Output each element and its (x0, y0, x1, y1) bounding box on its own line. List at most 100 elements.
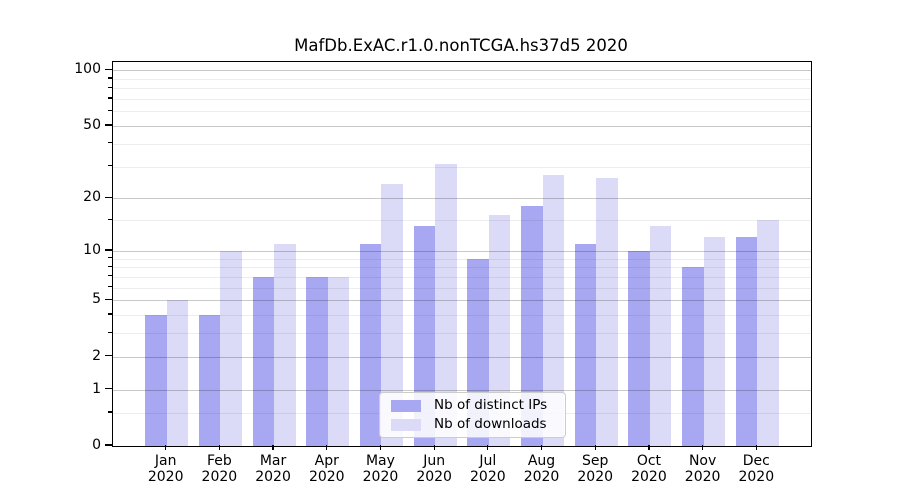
x-tick-month-may: May (365, 453, 395, 469)
y-tick-label-0: 0 (92, 437, 101, 453)
legend-item-ips: Nb of distinct IPs (391, 398, 565, 413)
y-minor-tick-mark-4 (108, 313, 112, 315)
gridline-minor-9 (113, 258, 811, 260)
legend-label-ips: Nb of distinct IPs (434, 397, 548, 413)
x-tick-month-aug: Aug (527, 453, 556, 469)
x-tick-label-mar: Mar 2020 (245, 453, 301, 485)
bar-downloads-may (381, 184, 403, 446)
y-tick-label-2: 2 (92, 347, 101, 364)
bar-downloads-sep (596, 177, 618, 446)
bar-ips-jan (145, 315, 167, 446)
x-tick-year-sep: 2020 (577, 469, 614, 485)
bar-ips-mar (252, 276, 275, 446)
gridline-major-100 (113, 70, 811, 72)
x-tick-label-jan: Jan 2020 (138, 453, 194, 485)
x-tick-label-may: May 2020 (352, 453, 408, 485)
legend-item-downloads: Nb of downloads (391, 417, 565, 432)
x-tick-label-jul: Jul 2020 (460, 453, 516, 485)
y-minor-tick-mark-15 (108, 218, 112, 220)
x-tick-month-oct: Oct (636, 453, 662, 469)
bar-downloads-feb (220, 250, 242, 446)
y-tick-mark-0 (105, 444, 112, 446)
x-tick-label-oct: Oct 2020 (621, 453, 677, 485)
x-tick-year-apr: 2020 (308, 469, 345, 485)
gridline-major-20 (113, 198, 811, 200)
x-tick-month-nov: Nov (688, 453, 717, 469)
x-tick-month-dec: Dec (742, 453, 770, 469)
y-tick-label-10: 10 (83, 241, 101, 258)
x-tick-mark-jun (433, 445, 435, 450)
bar-ips-dec (735, 237, 758, 446)
x-tick-mark-sep (594, 445, 596, 450)
x-tick-month-jul: Jul (479, 453, 497, 469)
gridline-minor-4 (113, 315, 811, 317)
gridline-minor-8 (113, 267, 811, 269)
x-tick-year-aug: 2020 (523, 469, 560, 485)
x-tick-month-jun: Jun (423, 453, 446, 469)
y-minor-tick-mark-0.5 (108, 411, 112, 413)
plot-area: Nb of distinct IPs Nb of downloads (112, 61, 812, 447)
bars-layer (113, 62, 811, 446)
bar-ips-jun (413, 225, 436, 446)
bar-ips-may (359, 243, 382, 446)
x-tick-mark-dec (755, 445, 757, 450)
x-tick-year-mar: 2020 (255, 469, 291, 485)
y-tick-mark-1 (105, 387, 112, 390)
x-tick-mark-jan (165, 445, 167, 450)
x-tick-month-apr: Apr (314, 453, 339, 469)
gridline-minor-7 (113, 276, 811, 278)
y-tick-mark-20 (105, 196, 112, 198)
y-tick-label-5: 5 (92, 291, 101, 308)
legend: Nb of distinct IPs Nb of downloads (379, 392, 566, 438)
gridline-major-1 (113, 389, 811, 391)
x-tick-label-nov: Nov 2020 (675, 453, 731, 485)
x-tick-year-may: 2020 (362, 469, 399, 485)
y-tick-mark-2 (105, 354, 112, 357)
x-tick-mark-mar (272, 445, 274, 450)
bar-ips-nov (682, 267, 704, 446)
x-tick-label-apr: Apr 2020 (299, 453, 355, 485)
y-minor-tick-mark-60 (108, 109, 112, 112)
y-tick-mark-5 (105, 298, 112, 300)
y-tick-label-1: 1 (92, 380, 101, 397)
bar-downloads-jan (166, 300, 189, 446)
y-tick-label-50: 50 (83, 117, 101, 134)
x-tick-mark-aug (540, 445, 543, 450)
y-tick-mark-50 (105, 124, 112, 126)
bar-downloads-nov (703, 237, 726, 446)
bar-ips-apr (306, 276, 328, 446)
chart-title: MafDb.ExAC.r1.0.nonTCGA.hs37d5 2020 (294, 36, 628, 55)
y-minor-tick-mark-9 (108, 256, 112, 259)
gridline-minor-30 (113, 166, 811, 168)
x-tick-year-feb: 2020 (201, 469, 238, 485)
bar-ips-sep (574, 243, 597, 446)
x-tick-label-jun: Jun 2020 (406, 453, 462, 485)
gridline-major-50 (113, 126, 811, 128)
x-tick-label-feb: Feb 2020 (191, 453, 247, 485)
bar-ips-oct (628, 250, 650, 446)
x-tick-year-jun: 2020 (416, 469, 452, 485)
bar-downloads-mar (274, 243, 296, 446)
legend-swatch-ips-icon (391, 399, 421, 412)
x-tick-mark-feb (218, 445, 221, 450)
x-tick-mark-jul (487, 445, 489, 450)
gridline-major-5 (113, 300, 811, 302)
x-tick-year-dec: 2020 (738, 469, 775, 485)
x-tick-year-nov: 2020 (684, 469, 721, 485)
bar-downloads-apr (327, 276, 350, 446)
gridline-minor-15 (113, 220, 811, 222)
x-tick-year-jul: 2020 (470, 469, 506, 485)
y-minor-tick-mark-70 (108, 97, 112, 99)
grid-layer (113, 62, 811, 446)
y-minor-tick-mark-3 (108, 331, 112, 333)
gridline-minor-70 (113, 99, 811, 101)
x-tick-month-feb: Feb (206, 453, 232, 469)
bar-downloads-oct (649, 225, 672, 446)
gridline-minor-3 (113, 333, 811, 335)
x-tick-year-oct: 2020 (631, 469, 667, 485)
bar-ips-aug (521, 206, 543, 446)
y-tick-mark-10 (105, 249, 112, 251)
y-minor-tick-mark-90 (108, 77, 112, 79)
y-minor-tick-mark-6 (108, 285, 112, 288)
